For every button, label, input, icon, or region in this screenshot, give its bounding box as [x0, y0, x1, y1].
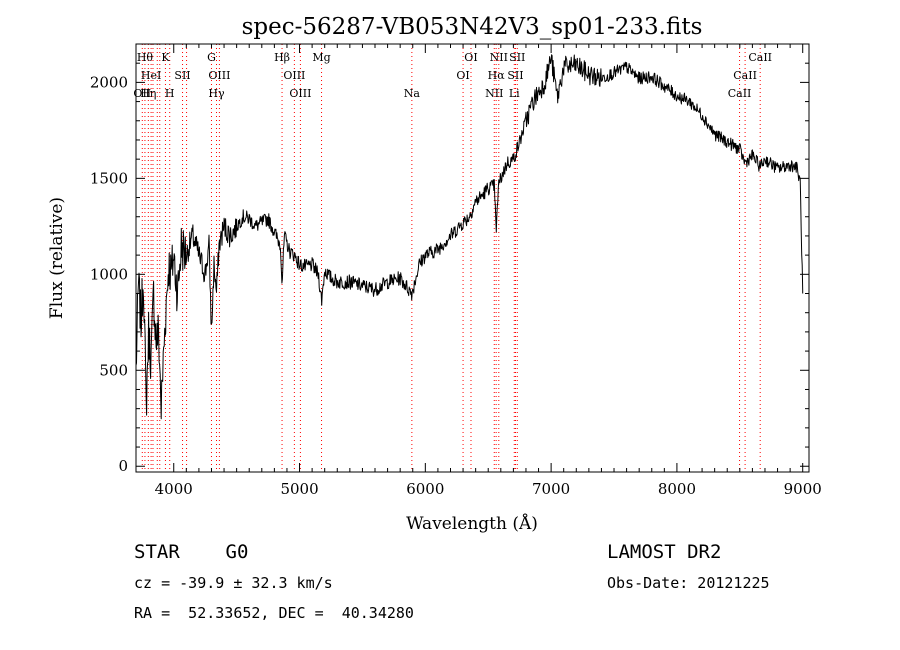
spectral-line-markers: [141, 44, 761, 472]
chart-title: spec-56287-VB053N42V3_sp01-233.fits: [242, 14, 703, 40]
line-label: CaII: [728, 87, 752, 100]
line-label: OI: [456, 69, 469, 82]
x-tick-label: 8000: [658, 480, 696, 498]
x-axis-label: Wavelength (Å): [406, 513, 538, 534]
y-tick-label: 500: [99, 361, 128, 379]
redshift-info: cz = -39.9 ± 32.3 km/s: [134, 574, 333, 592]
line-label: K: [161, 51, 170, 64]
line-label: NII: [485, 87, 503, 100]
x-tick-label: 6000: [406, 480, 444, 498]
line-label: SII: [174, 69, 190, 82]
line-label: Mg: [312, 51, 330, 64]
y-axis-label: Flux (relative): [47, 197, 67, 319]
line-label: OIII: [283, 69, 305, 82]
line-label: Na: [404, 87, 421, 100]
line-label: SII: [509, 51, 525, 64]
line-label: G: [207, 51, 216, 64]
line-label: HeI: [141, 69, 161, 82]
survey-name: LAMOST DR2: [607, 541, 722, 563]
line-label: Hη: [140, 87, 156, 100]
line-label: CaII: [748, 51, 772, 64]
line-label: Li: [509, 87, 520, 100]
x-tick-label: 5000: [280, 480, 318, 498]
y-tick-label: 2000: [90, 73, 128, 91]
y-axis-ticks: 0 500 1000 1500 2000: [90, 62, 809, 475]
line-label: OII: [133, 87, 151, 100]
x-tick-label: 9000: [784, 480, 822, 498]
line-label: CaII: [733, 69, 757, 82]
y-tick-label: 1500: [90, 169, 128, 187]
line-label: H: [165, 87, 175, 100]
line-label: OIII: [208, 69, 230, 82]
x-tick-label: 4000: [155, 480, 193, 498]
x-tick-label: 7000: [532, 480, 570, 498]
observation-date: Obs-Date: 20121225: [607, 574, 770, 592]
spectrum-series: [135, 54, 804, 420]
coordinates-info: RA = 52.33652, DEC = 40.34280: [134, 604, 414, 622]
line-label: Hβ: [274, 51, 290, 64]
line-label: SII: [507, 69, 523, 82]
y-tick-label: 0: [118, 457, 128, 475]
line-label: OI: [464, 51, 477, 64]
line-label: OIII: [289, 87, 311, 100]
line-label: Hθ: [137, 51, 154, 64]
plot-frame: [135, 43, 810, 473]
line-label: Hα: [488, 69, 506, 82]
line-label: NII: [490, 51, 508, 64]
object-class: STAR G0: [134, 541, 249, 563]
spectrum-line: [135, 54, 804, 420]
x-axis-ticks: 4000 5000 6000 7000 8000 9000: [155, 44, 822, 498]
y-tick-label: 1000: [90, 265, 128, 283]
line-label: Hγ: [208, 87, 225, 100]
